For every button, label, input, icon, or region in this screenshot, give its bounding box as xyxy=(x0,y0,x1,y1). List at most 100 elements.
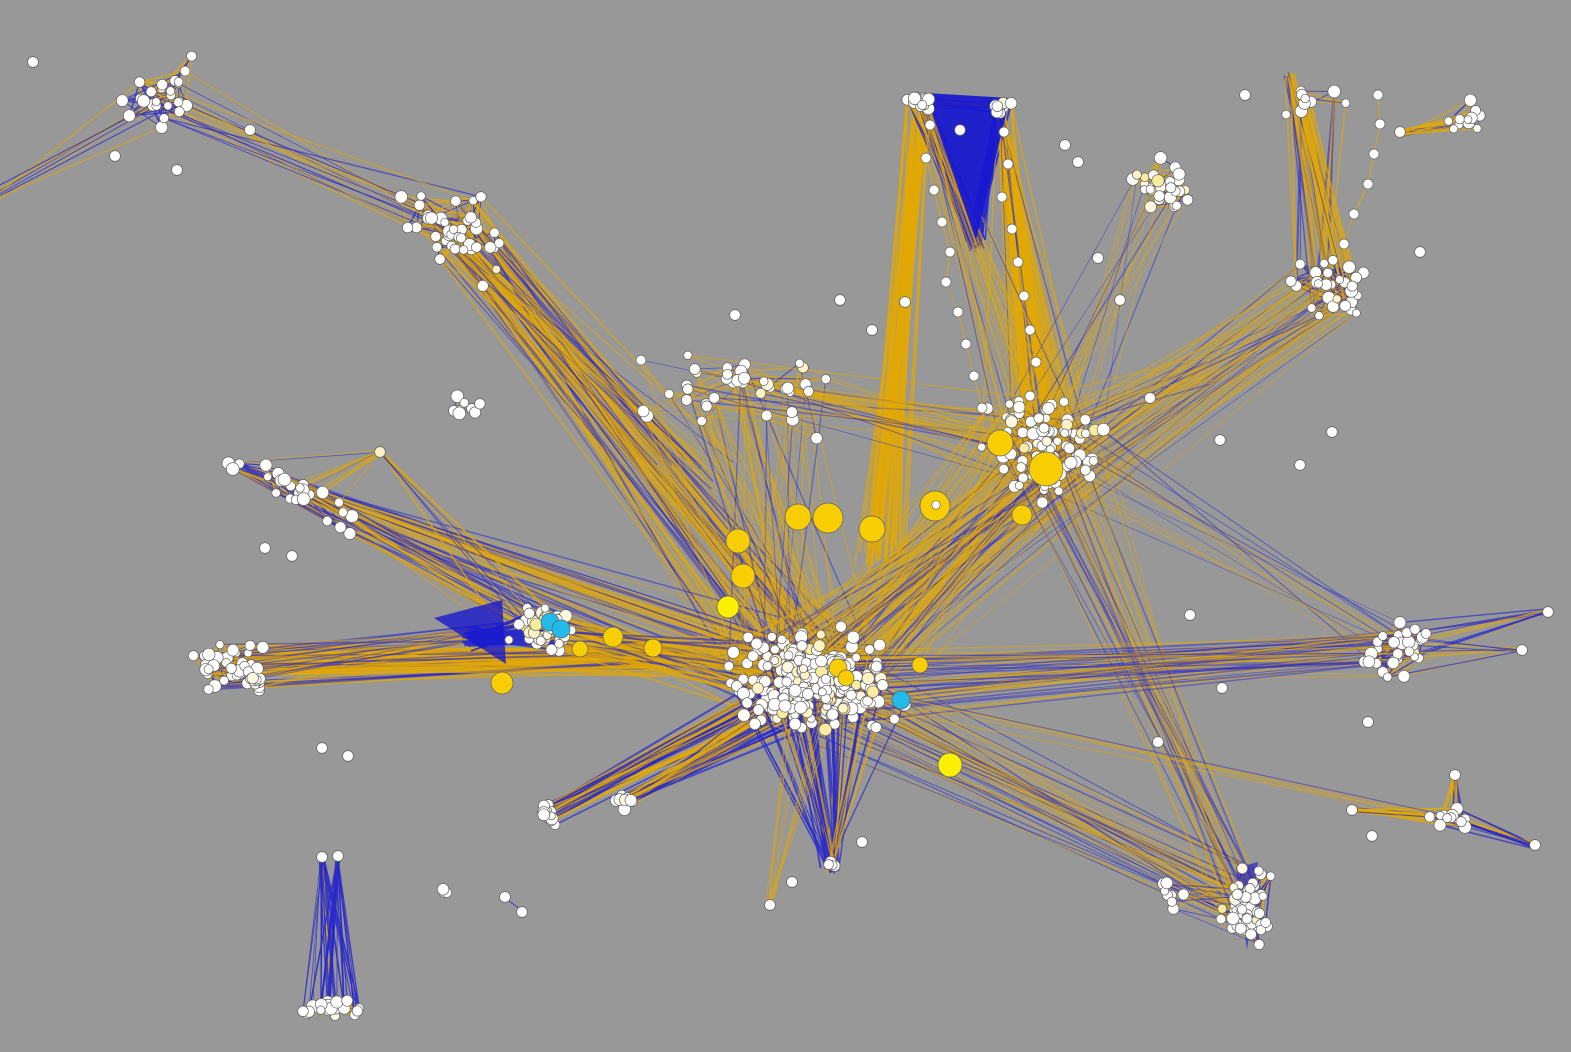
graph-node[interactable] xyxy=(1372,89,1384,101)
graph-node[interactable] xyxy=(202,647,216,662)
graph-node[interactable] xyxy=(1255,924,1267,936)
graph-node[interactable] xyxy=(788,717,802,731)
graph-node[interactable] xyxy=(394,190,408,204)
graph-node[interactable] xyxy=(504,635,514,645)
graph-node[interactable] xyxy=(764,899,776,911)
graph-node[interactable] xyxy=(996,191,1008,203)
graph-node[interactable] xyxy=(637,404,650,418)
graph-node[interactable] xyxy=(342,750,354,762)
graph-node[interactable] xyxy=(873,638,886,652)
graph-node[interactable] xyxy=(1059,396,1069,407)
graph-node[interactable] xyxy=(1181,194,1194,206)
graph-node[interactable] xyxy=(1449,124,1459,134)
graph-node[interactable] xyxy=(760,409,773,422)
graph-node[interactable] xyxy=(727,646,740,659)
graph-node[interactable] xyxy=(1253,939,1265,950)
graph-node[interactable] xyxy=(1294,258,1306,270)
graph-node[interactable] xyxy=(1144,392,1156,404)
graph-node[interactable] xyxy=(803,386,814,397)
graph-node[interactable] xyxy=(459,398,470,408)
graph-node[interactable] xyxy=(1253,865,1264,876)
graph-node[interactable] xyxy=(244,124,256,136)
graph-hub-node[interactable] xyxy=(490,671,514,695)
graph-hub-node[interactable] xyxy=(911,656,929,674)
graph-node[interactable] xyxy=(469,406,482,419)
graph-node[interactable] xyxy=(1300,93,1310,104)
graph-node[interactable] xyxy=(899,296,911,308)
graph-node[interactable] xyxy=(1382,672,1393,682)
graph-node[interactable] xyxy=(330,995,344,1009)
graph-node[interactable] xyxy=(1335,275,1345,285)
graph-node[interactable] xyxy=(788,684,802,697)
graph-node[interactable] xyxy=(1362,716,1374,728)
graph-node[interactable] xyxy=(635,354,647,366)
graph-node[interactable] xyxy=(1348,208,1360,220)
graph-node[interactable] xyxy=(1006,223,1018,235)
graph-node[interactable] xyxy=(1241,913,1253,925)
graph-node[interactable] xyxy=(225,662,237,674)
graph-node[interactable] xyxy=(1443,116,1453,126)
graph-node[interactable] xyxy=(781,676,792,687)
graph-node[interactable] xyxy=(781,660,794,674)
graph-node[interactable] xyxy=(816,629,826,640)
graph-node[interactable] xyxy=(244,640,256,651)
graph-node[interactable] xyxy=(136,94,151,108)
graph-node[interactable] xyxy=(122,109,136,123)
graph-node[interactable] xyxy=(1226,911,1240,926)
graph-node[interactable] xyxy=(1016,426,1029,439)
graph-node[interactable] xyxy=(116,94,129,107)
graph-node[interactable] xyxy=(944,246,956,258)
graph-node[interactable] xyxy=(187,650,199,662)
graph-node[interactable] xyxy=(226,643,240,657)
graph-node[interactable] xyxy=(1394,126,1406,138)
graph-node[interactable] xyxy=(1266,871,1276,881)
graph-node[interactable] xyxy=(701,400,713,412)
graph-hub-node[interactable] xyxy=(937,752,963,778)
graph-node[interactable] xyxy=(156,78,168,91)
graph-node[interactable] xyxy=(752,704,765,716)
graph-node-highlighted[interactable] xyxy=(891,690,911,710)
graph-node[interactable] xyxy=(1052,436,1062,446)
graph-node[interactable] xyxy=(683,350,693,360)
graph-node[interactable] xyxy=(1332,294,1342,304)
graph-node[interactable] xyxy=(1374,118,1386,130)
graph-node[interactable] xyxy=(742,631,754,643)
graph-node[interactable] xyxy=(1004,97,1018,110)
graph-node[interactable] xyxy=(1033,412,1045,424)
graph-node[interactable] xyxy=(737,708,751,722)
graph-node[interactable] xyxy=(682,383,694,395)
graph-node[interactable] xyxy=(741,697,753,709)
graph-node[interactable] xyxy=(1096,422,1111,437)
graph-node[interactable] xyxy=(1529,839,1541,851)
graph-node[interactable] xyxy=(1346,280,1358,292)
graph-node[interactable] xyxy=(837,702,849,714)
graph-hub-node[interactable] xyxy=(602,626,624,648)
graph-node[interactable] xyxy=(1054,486,1064,496)
graph-node[interactable] xyxy=(815,654,828,668)
graph-node[interactable] xyxy=(1072,156,1084,168)
graph-node[interactable] xyxy=(1012,256,1024,268)
graph-node[interactable] xyxy=(759,675,772,688)
graph-node[interactable] xyxy=(1041,436,1053,447)
graph-node[interactable] xyxy=(856,836,868,848)
graph-node[interactable] xyxy=(171,164,183,176)
graph-node[interactable] xyxy=(1152,736,1164,748)
graph-node[interactable] xyxy=(343,527,357,540)
graph-node[interactable] xyxy=(778,699,792,713)
graph-node[interactable] xyxy=(1327,84,1341,99)
graph-node[interactable] xyxy=(494,238,505,249)
graph-node[interactable] xyxy=(219,675,229,686)
graph-node[interactable] xyxy=(1060,428,1070,438)
graph-node[interactable] xyxy=(1463,115,1473,124)
graph-node[interactable] xyxy=(762,661,773,671)
graph-hub-node[interactable] xyxy=(837,669,855,687)
graph-hub-node[interactable] xyxy=(1028,451,1064,487)
graph-node[interactable] xyxy=(976,402,988,414)
graph-node[interactable] xyxy=(1362,655,1376,668)
graph-node[interactable] xyxy=(1516,644,1528,656)
graph-node[interactable] xyxy=(1092,252,1104,264)
graph-hub-node[interactable] xyxy=(571,640,589,658)
graph-node[interactable] xyxy=(1281,109,1291,120)
graph-node[interactable] xyxy=(1166,896,1177,907)
